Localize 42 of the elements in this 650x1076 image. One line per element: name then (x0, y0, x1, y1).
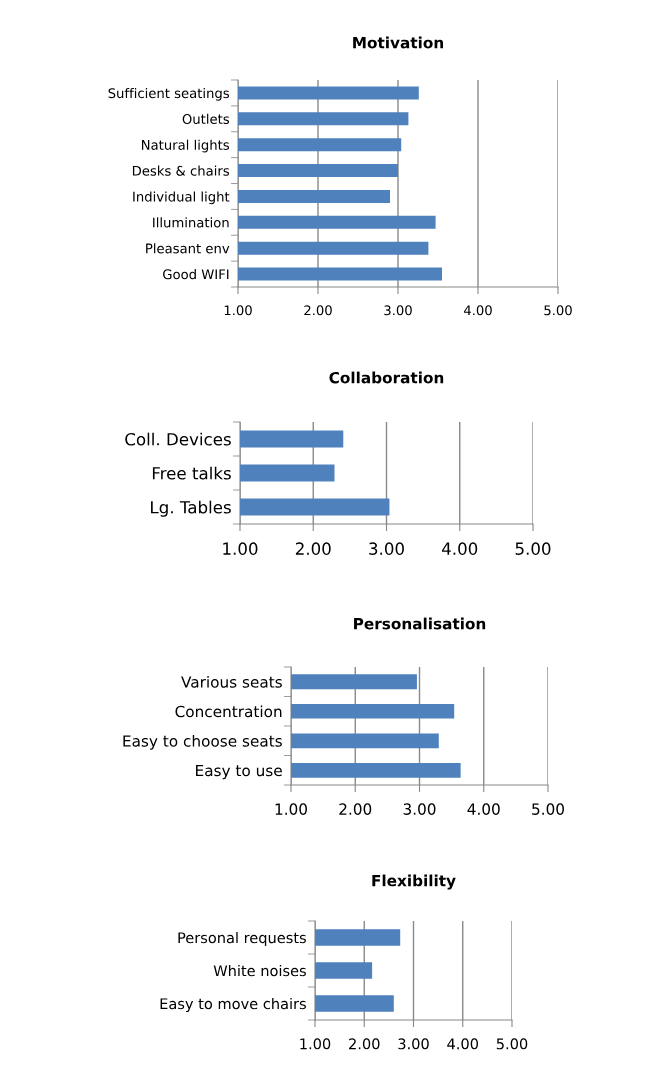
y-tick-label: White noises (213, 964, 306, 977)
x-tick-label: 1.00 (224, 305, 252, 316)
x-tick-label: 3.00 (398, 1038, 429, 1050)
x-tick-label: 3.00 (384, 305, 412, 316)
y-tick-label: Various seats (181, 675, 282, 688)
y-tick-label: Easy to choose seats (123, 734, 282, 750)
x-tick-label: 2.00 (349, 1038, 380, 1050)
x-tick-label: 1.00 (300, 1038, 331, 1050)
y-tick-label: Illumination (153, 217, 229, 228)
chart-title: Collaboration (329, 371, 444, 384)
y-tick-label: Desks & chairs (132, 165, 230, 176)
x-tick-label: 2.00 (295, 542, 331, 555)
x-tick-label: 5.00 (532, 803, 564, 815)
x-tick-label: 3.00 (369, 542, 404, 555)
chart-title: Personalisation (354, 617, 486, 630)
y-tick-label: Easy to use (196, 764, 282, 780)
y-tick-label: Concentration (175, 705, 282, 718)
y-tick-label: Coll. Devices (125, 432, 231, 446)
x-tick-label: 4.00 (467, 803, 500, 815)
x-tick-label: 4.00 (463, 305, 492, 316)
y-tick-label: Personal requests (178, 931, 306, 947)
y-tick-label: Easy to move chairs (160, 997, 306, 1013)
y-tick-label: Free talks (152, 466, 231, 480)
x-tick-label: 5.00 (496, 1038, 528, 1050)
x-tick-label: 2.00 (339, 803, 372, 815)
y-tick-label: Individual light (133, 191, 230, 205)
x-tick-label: 5.00 (544, 305, 572, 316)
x-tick-label: 1.00 (275, 803, 307, 815)
y-tick-label: Pleasant env (146, 243, 230, 254)
y-tick-label: Good WIFI (163, 269, 229, 280)
y-tick-label: Natural lights (141, 139, 230, 153)
chart-title: Motivation (353, 36, 444, 49)
x-tick-label: 3.00 (403, 803, 436, 815)
y-tick-label: Outlets (182, 113, 230, 125)
x-tick-label: 5.00 (515, 542, 551, 555)
x-tick-label: 4.00 (447, 1038, 479, 1050)
x-tick-label: 1.00 (223, 542, 258, 555)
y-tick-label: Lg. Tables (151, 500, 231, 517)
chart-title: Flexibility (372, 874, 456, 890)
y-tick-label: Sufficient seatings (108, 87, 230, 101)
x-tick-label: 2.00 (304, 305, 332, 316)
x-tick-label: 4.00 (442, 542, 478, 555)
